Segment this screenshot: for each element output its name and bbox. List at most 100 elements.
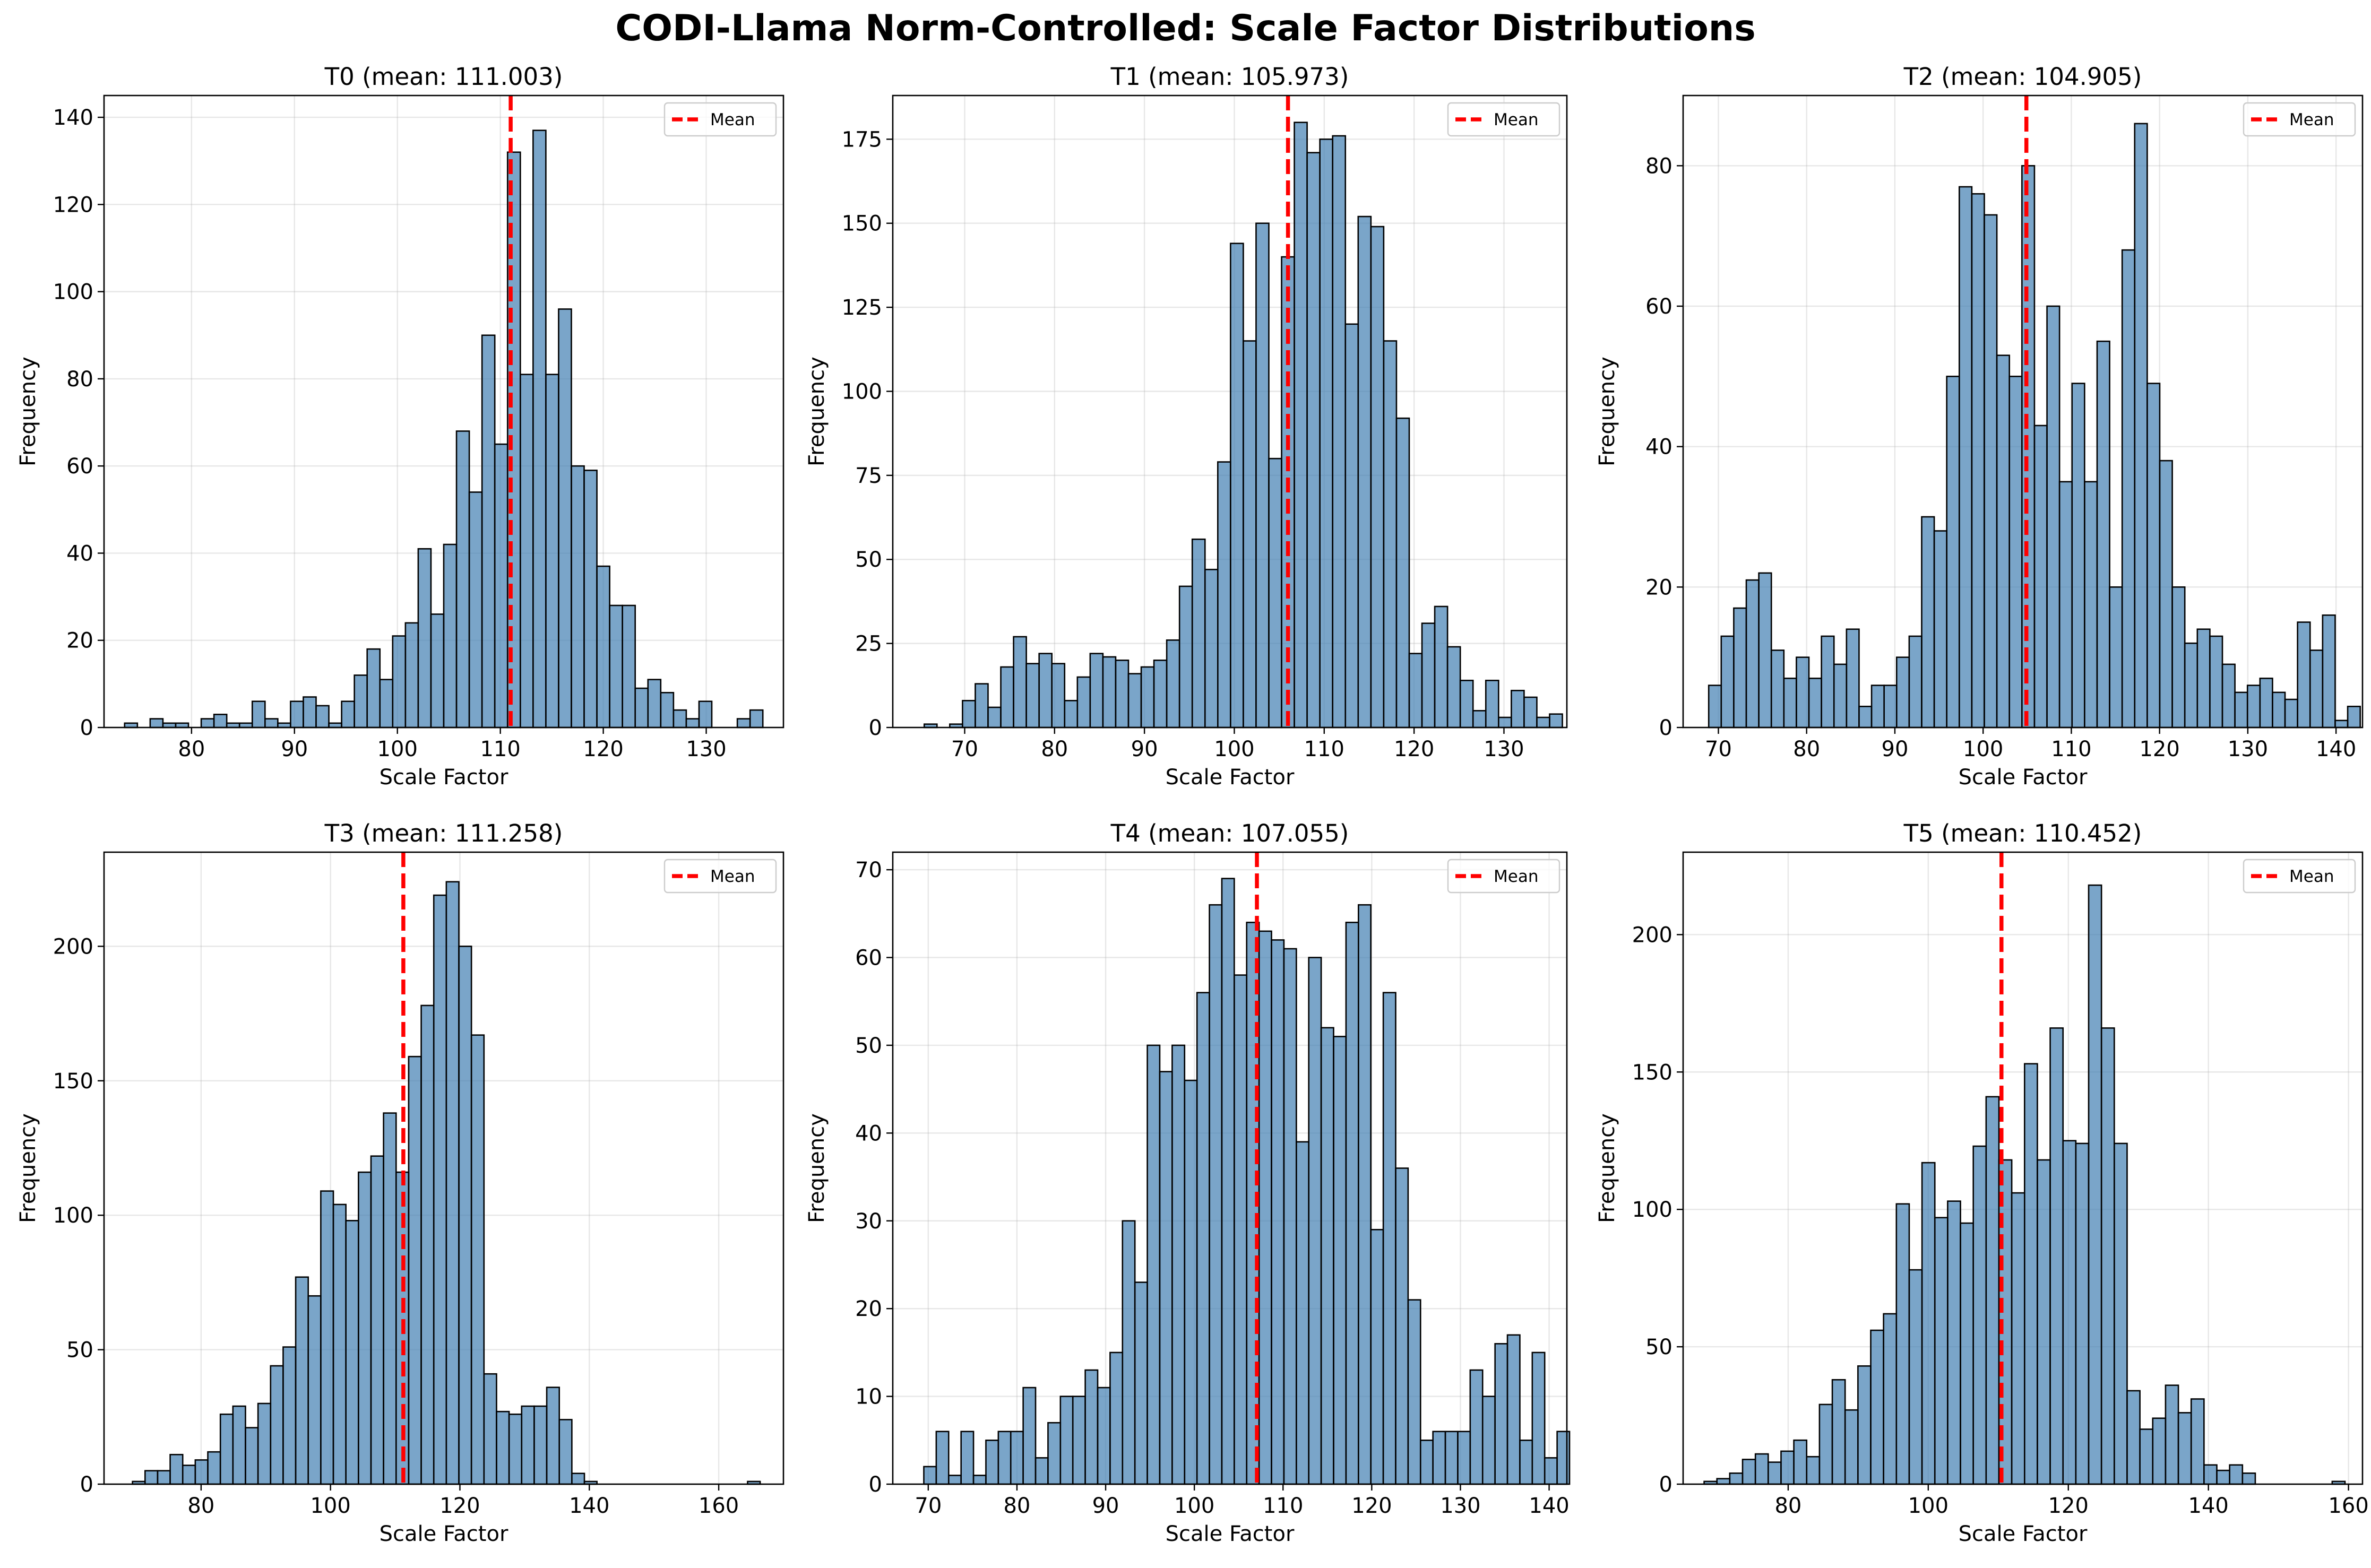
histogram-bar (2246, 685, 2261, 729)
histogram-bar (1047, 1422, 1062, 1485)
histogram-bar (2159, 460, 2173, 729)
x-axis-label: Scale Factor (1166, 765, 1295, 790)
histogram-bar (379, 679, 394, 729)
histogram-bar (1472, 710, 1487, 729)
x-tick-label: 70 (1705, 737, 1732, 761)
histogram-bar (1166, 639, 1180, 729)
histogram-bar (1780, 1450, 1795, 1485)
x-tick-label: 140 (2188, 1494, 2229, 1518)
histogram-bar (1754, 1453, 1769, 1485)
x-tick-label: 130 (2228, 737, 2268, 761)
legend-label: Mean (710, 110, 755, 129)
histogram-bar (315, 705, 330, 729)
x-tick-label: 110 (480, 737, 520, 761)
histogram-bar (282, 1346, 297, 1485)
histogram-bar (366, 648, 381, 729)
y-tick-label: 100 (842, 379, 882, 404)
histogram-bar (257, 1402, 272, 1485)
histogram-bar (1523, 696, 1538, 729)
histogram-bar (2011, 1192, 2025, 1485)
histogram-bar (1846, 628, 1860, 729)
histogram-bar (2272, 691, 2286, 729)
histogram-bar (749, 709, 764, 729)
y-tick-label: 125 (842, 296, 882, 320)
histogram-bar (1153, 659, 1168, 729)
x-tick-label: 120 (583, 737, 623, 761)
y-axis-label: Frequency (805, 1113, 829, 1223)
histogram-bar (1084, 1369, 1099, 1485)
histogram-bar (1446, 646, 1461, 729)
histogram-bar (370, 1155, 384, 1485)
histogram-bar (2209, 635, 2223, 729)
histogram-bar (1022, 1387, 1037, 1485)
histogram-bar (1076, 676, 1091, 729)
histogram-bar (1821, 635, 1835, 729)
histogram-bar (1230, 242, 1244, 729)
x-tick-label: 120 (2048, 1494, 2089, 1518)
histogram-bar (972, 1475, 987, 1485)
histogram-bar (1946, 376, 1960, 729)
histogram-bar (1498, 716, 1512, 729)
histogram-bar (508, 1413, 523, 1485)
histogram-bar (1419, 1439, 1434, 1485)
histogram-bar (307, 1295, 322, 1485)
histogram-bar (1908, 635, 1922, 729)
histogram-bar (571, 1472, 585, 1485)
histogram-bar (383, 1112, 397, 1485)
histogram-bar (2221, 663, 2236, 729)
x-tick-label: 80 (187, 1494, 214, 1518)
histogram-bar (1408, 653, 1423, 729)
axes-frame (1682, 94, 2364, 729)
y-tick-label: 20 (1645, 575, 1672, 600)
histogram-bar (1972, 1145, 1987, 1485)
histogram-bar (1217, 461, 1231, 729)
x-tick-label: 140 (569, 1494, 609, 1518)
histogram-bar (1000, 666, 1014, 729)
histogram-bar (2347, 706, 2361, 729)
histogram-bar (1089, 653, 1104, 729)
histogram-bar (1051, 663, 1066, 729)
histogram-bar (1745, 579, 1760, 729)
histogram-bar (1283, 948, 1297, 1485)
histogram-bar (622, 604, 636, 729)
x-tick-label: 160 (2328, 1494, 2368, 1518)
y-tick-label: 70 (855, 858, 882, 882)
histogram-bar (1485, 680, 1499, 729)
x-tick-label: 70 (915, 1494, 942, 1518)
histogram-bar (1038, 653, 1053, 729)
histogram-bar (1511, 690, 1525, 729)
histogram-bar (1908, 1269, 1923, 1485)
y-tick-label: 80 (1645, 154, 1672, 178)
histogram-bar (2033, 425, 2048, 729)
histogram-bar (1768, 1461, 1782, 1485)
histogram-bar (1395, 417, 1410, 729)
histogram-bar (1544, 1457, 1558, 1485)
histogram-bar (468, 491, 483, 729)
histogram-bar (144, 1470, 159, 1485)
histogram-bar (194, 1459, 209, 1485)
histogram-bar (1921, 1162, 1936, 1485)
x-tick-label: 90 (281, 737, 308, 761)
x-tick-label: 140 (1529, 1494, 1569, 1518)
subplot-title: T1 (mean: 105.973) (1110, 63, 1349, 91)
legend-box (663, 859, 777, 894)
histogram-bar (219, 1413, 234, 1485)
histogram-bar (1159, 1071, 1173, 1485)
y-tick-label: 25 (855, 632, 882, 656)
histogram-bar (1294, 122, 1308, 729)
x-tick-label: 80 (1041, 737, 1068, 761)
histogram-bar (1870, 685, 1885, 729)
histogram-bar (1770, 649, 1785, 729)
x-tick-label: 80 (1793, 737, 1820, 761)
histogram-bar (458, 946, 472, 1485)
x-axis-label: Scale Factor (380, 1522, 508, 1546)
subplot-title: T0 (mean: 111.003) (324, 63, 563, 91)
histogram-bar (2062, 1140, 2077, 1485)
subplot-t2: 70 80 90 100 110 120 130 140 0 20 40 60 80 T2 (mean: … (1595, 63, 2364, 790)
subplot-t5: 80 100 120 140 160 0 50 100 150 200 T5 (mean: 110.… (1595, 819, 2369, 1546)
y-tick-label: 40 (1645, 435, 1672, 460)
legend-box (1447, 859, 1560, 894)
y-tick-label: 100 (53, 280, 93, 305)
histogram-bar (1444, 1431, 1459, 1485)
